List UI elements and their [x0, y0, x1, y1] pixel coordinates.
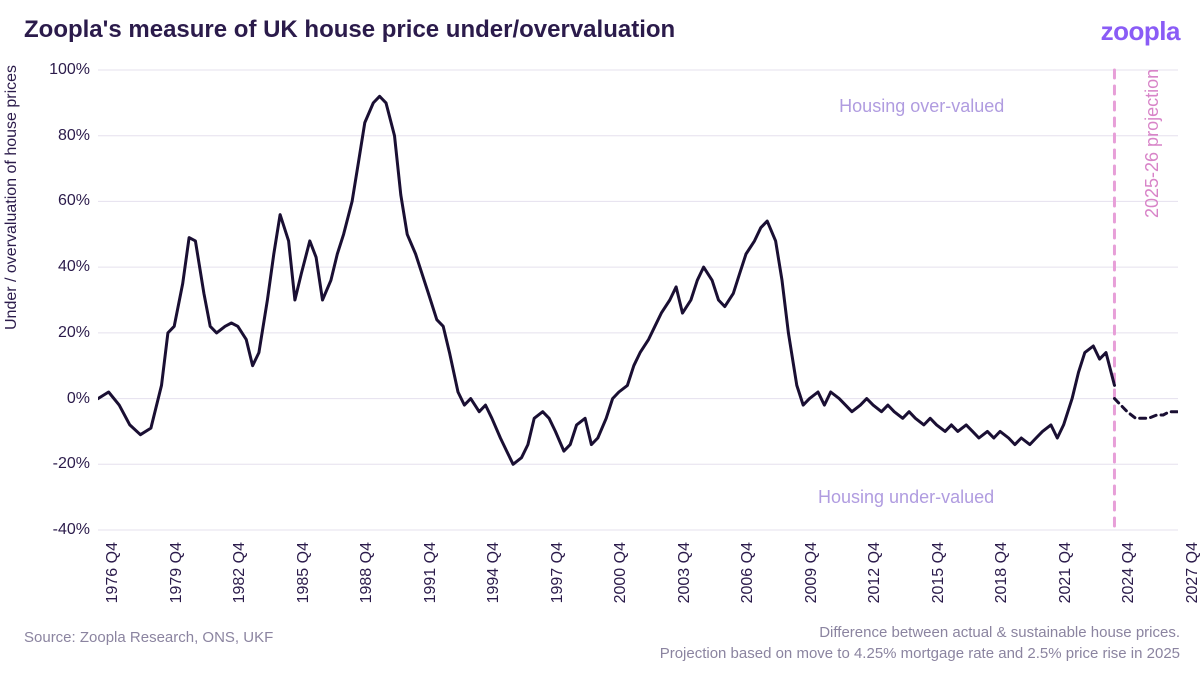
x-tick-label: 2027 Q4 — [1184, 542, 1202, 603]
x-tick-label: 2012 Q4 — [866, 542, 884, 603]
x-tick-label: 2003 Q4 — [676, 542, 694, 603]
y-tick-label: 100% — [30, 61, 90, 79]
footer-note-line1: Difference between actual & sustainable … — [660, 622, 1180, 643]
annotation-projection: 2025-26 projection — [1142, 69, 1163, 218]
x-tick-label: 1994 Q4 — [485, 542, 503, 603]
x-tick-label: 2015 Q4 — [930, 542, 948, 603]
x-tick-label: 1991 Q4 — [422, 542, 440, 603]
y-tick-label: -40% — [30, 521, 90, 539]
annotation-overvalued: Housing over-valued — [839, 96, 1004, 117]
y-axis-label: Under / overvaluation of house prices — [3, 65, 21, 330]
y-tick-label: -20% — [30, 455, 90, 473]
x-tick-label: 1988 Q4 — [358, 542, 376, 603]
chart-svg — [98, 60, 1178, 560]
y-tick-label: 20% — [30, 324, 90, 342]
x-tick-label: 2018 Q4 — [993, 542, 1011, 603]
x-tick-label: 2009 Q4 — [803, 542, 821, 603]
x-tick-label: 2021 Q4 — [1057, 542, 1075, 603]
chart-container: Zoopla's measure of UK house price under… — [0, 0, 1204, 676]
x-tick-label: 1976 Q4 — [104, 542, 122, 603]
x-tick-label: 1982 Q4 — [231, 542, 249, 603]
footer-note: Difference between actual & sustainable … — [660, 622, 1180, 664]
x-tick-label: 2006 Q4 — [739, 542, 757, 603]
footer-note-line2: Projection based on move to 4.25% mortga… — [660, 643, 1180, 664]
y-tick-label: 0% — [30, 390, 90, 408]
y-tick-label: 80% — [30, 127, 90, 145]
annotation-undervalued: Housing under-valued — [818, 487, 994, 508]
x-tick-label: 1979 Q4 — [168, 542, 186, 603]
x-tick-label: 1985 Q4 — [295, 542, 313, 603]
y-tick-label: 40% — [30, 258, 90, 276]
x-tick-label: 2024 Q4 — [1120, 542, 1138, 603]
zoopla-logo: zoopla — [1101, 16, 1180, 47]
y-tick-label: 60% — [30, 192, 90, 210]
chart-plot-area — [98, 60, 1178, 560]
x-tick-label: 2000 Q4 — [612, 542, 630, 603]
footer-source: Source: Zoopla Research, ONS, UKF — [24, 629, 273, 646]
chart-title: Zoopla's measure of UK house price under… — [24, 16, 675, 44]
x-tick-label: 1997 Q4 — [549, 542, 567, 603]
